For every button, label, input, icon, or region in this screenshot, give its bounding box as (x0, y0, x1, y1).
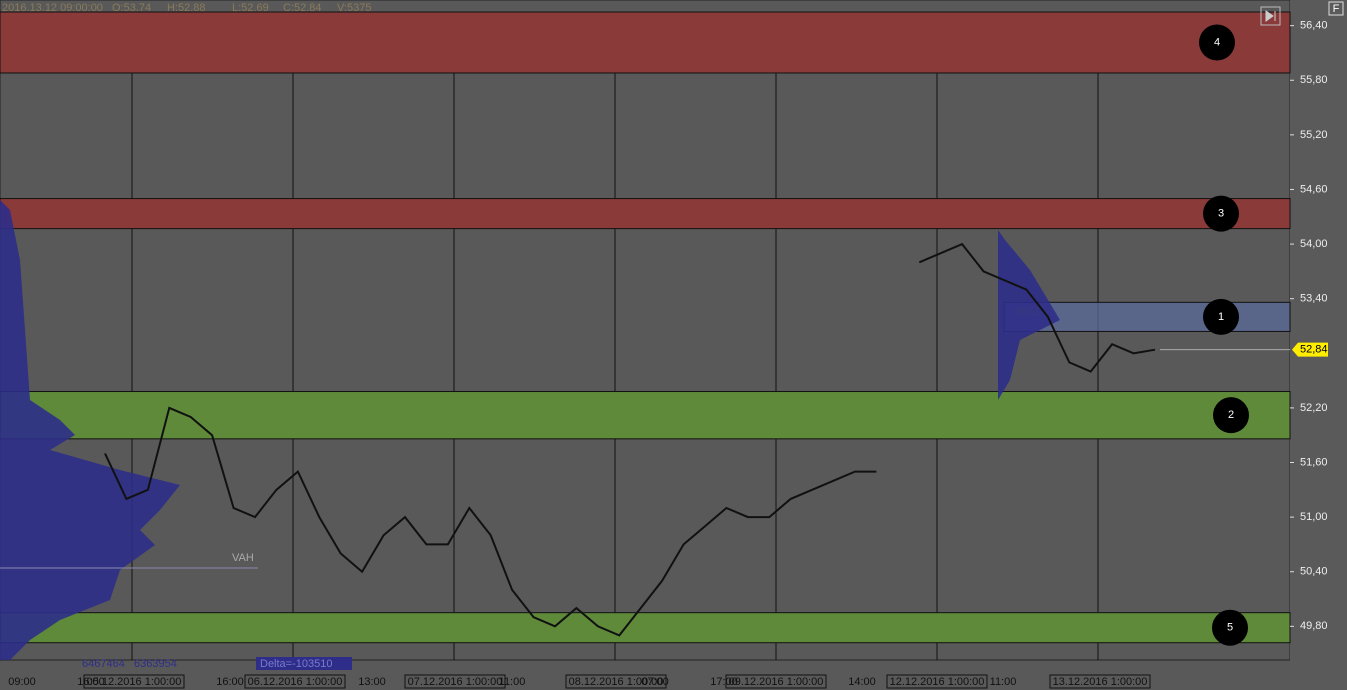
header-volume: V:5375 (337, 2, 371, 14)
header-date: 2016.13.12 09:00:00 (2, 2, 103, 14)
y-tick-label: 54,60 (1300, 183, 1328, 195)
header: 2016.13.12 09:00:00 O:53.74 H:52.88 L:52… (2, 2, 371, 14)
x-date-label: 06.12.2016 1:00:00 (248, 676, 343, 688)
delta-box (256, 657, 352, 670)
vah-label: VAH (232, 552, 254, 564)
zone (0, 11, 1291, 74)
header-close: C:52.84 (283, 2, 322, 14)
zone-marker-label: 1 (1218, 311, 1224, 323)
volume-profile-session (998, 230, 1060, 400)
header-open: O:53.74 (112, 2, 151, 14)
x-time-label: 07:00 (641, 676, 669, 688)
zone-marker (1212, 609, 1248, 646)
zone-marker-label: 2 (1228, 409, 1234, 421)
x-date-box (725, 674, 827, 689)
x-date-label: 09.12.2016 1:00:00 (729, 676, 824, 688)
x-date-label: 12.12.2016 1:00:00 (890, 676, 985, 688)
x-date-label: 13.12.2016 1:00:00 (1053, 676, 1148, 688)
header-low: L:52.69 (232, 2, 269, 14)
x-date-box (244, 674, 346, 689)
zone (0, 612, 1291, 644)
x-date-box (1049, 674, 1151, 689)
x-date-box (565, 674, 667, 689)
y-tick-label: 50,40 (1300, 566, 1328, 578)
y-tick-label: 56,40 (1300, 20, 1328, 32)
x-time-label: 11:00 (990, 676, 1017, 688)
profile-delta: Delta=-103510 (260, 658, 332, 670)
zone-marker-label: 5 (1227, 622, 1233, 634)
volume-profile (0, 200, 180, 660)
scroll-end-icon (1265, 10, 1276, 22)
x-date-label: 08.12.2016 1:00:00 (569, 676, 664, 688)
x-time-label: 11:00 (499, 676, 526, 688)
y-tick-label: 51,60 (1300, 456, 1328, 468)
y-tick-label: 55,20 (1300, 129, 1328, 141)
x-time-label: 09:00 (8, 676, 36, 688)
x-date-box (404, 674, 506, 689)
zone-marker-label: 3 (1218, 207, 1224, 219)
scroll-end-button[interactable] (1260, 6, 1281, 26)
zone-note: 6061 (1016, 306, 1040, 318)
x-date-box (886, 674, 988, 689)
x-date-label: 05.12.2016 1:00:00 (87, 676, 182, 688)
profile-volume-left: 6467464 (82, 658, 125, 670)
zone-marker (1199, 24, 1235, 61)
zone (0, 391, 1291, 440)
last-price-tag (1292, 342, 1328, 357)
y-tick-label: 55,80 (1300, 74, 1328, 86)
y-tick-label: 49,80 (1300, 620, 1328, 632)
x-time-label: 17:00 (710, 676, 738, 688)
x-time-label: 13:00 (358, 676, 386, 688)
y-tick-label: 52,20 (1300, 402, 1328, 414)
zone-marker (1203, 195, 1239, 232)
y-tick-label: 54,00 (1300, 238, 1328, 250)
zone-marker (1203, 298, 1239, 335)
price-line (104, 242, 1156, 637)
x-time-label: 16:00 (216, 676, 244, 688)
x-date-box (83, 674, 185, 689)
header-high: H:52.88 (167, 2, 206, 14)
zone-marker-label: 4 (1214, 36, 1220, 48)
y-tick-label: 51,00 (1300, 511, 1328, 523)
y-tick-label: 53,40 (1300, 293, 1328, 305)
vertical-grid (131, 12, 1099, 660)
zone (0, 198, 1291, 230)
f-button[interactable] (1328, 1, 1344, 16)
f-button-label: F (1333, 3, 1340, 15)
last-price-label: 52,84 (1300, 344, 1328, 356)
profile-volume-right: 6363954 (134, 658, 177, 670)
x-date-label: 07.12.2016 1:00:00 (408, 676, 503, 688)
zone-marker (1213, 397, 1249, 434)
x-time-label: 14:00 (848, 676, 876, 688)
